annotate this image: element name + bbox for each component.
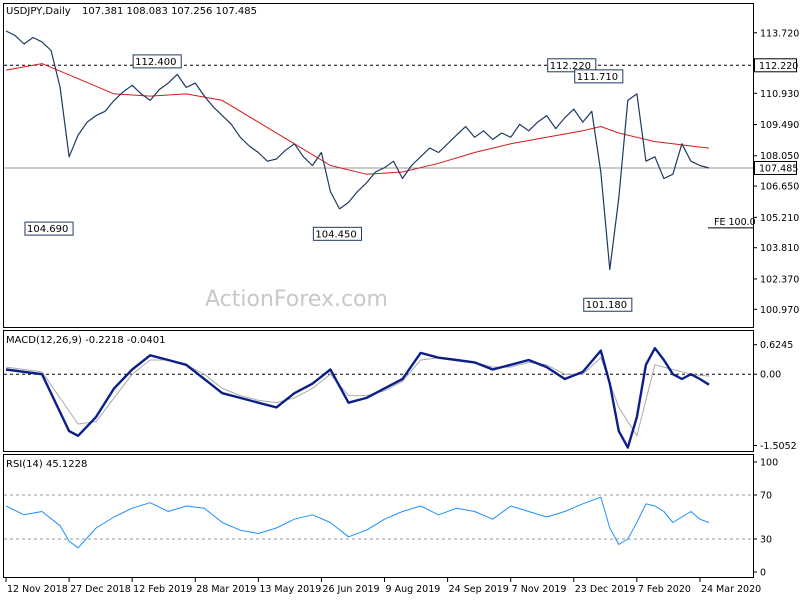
macd-header: MACD(12,26,9) -0.2218 -0.0401 <box>6 335 166 346</box>
ohlc-header: 107.381 108.083 107.256 107.485 <box>82 6 257 17</box>
x-tick-label: 28 Mar 2019 <box>196 584 256 595</box>
rsi-tick-label: 0 <box>760 568 766 579</box>
rsi-plot: 100 70 30 0 <box>4 458 778 579</box>
annotation-label: 112.400 <box>135 57 176 68</box>
rsi-tick-label: 100 <box>760 458 778 469</box>
rsi-tick-label: 70 <box>760 491 772 502</box>
macd-tick-label: 0.00 <box>760 370 781 381</box>
x-tick-label: 27 Dec 2018 <box>70 584 131 595</box>
price-tick-label: 109.490 <box>760 120 799 131</box>
price-tick-label: 103.810 <box>760 243 799 254</box>
annotation-box <box>574 69 624 84</box>
rsi-header: RSI(14) 45.1228 <box>6 459 87 470</box>
x-tick-label: 12 Nov 2018 <box>7 584 68 595</box>
annotation-box <box>132 54 182 69</box>
rsi-panel-frame <box>3 454 754 578</box>
price-plot: 113.720 110.930 109.490 108.050 106.650 105.2… <box>4 28 799 316</box>
fe-label: FE 100.0 <box>714 217 756 228</box>
annotation-box <box>547 58 597 73</box>
macd-plot: 0.6245 0.00 -1.5052 <box>4 340 797 452</box>
rsi-line <box>5 496 710 549</box>
annotation-label: 104.690 <box>27 224 68 235</box>
price-tick-label: 106.650 <box>760 182 799 193</box>
rsi-tick-label: 30 <box>760 535 772 546</box>
x-tick-label: 13 May 2019 <box>259 584 321 595</box>
x-tick-label: 7 Feb 2020 <box>638 584 691 595</box>
price-tick-label: 113.720 <box>760 28 799 39</box>
price-box-label: 112.220 <box>759 61 798 72</box>
annotation-label: 101.180 <box>586 300 627 311</box>
x-tick-label: 7 Nov 2019 <box>512 584 567 595</box>
x-axis: 12 Nov 2018 27 Dec 2018 12 Feb 2019 28 Mar … <box>5 578 761 595</box>
symbol-header: USDJPY,Daily <box>6 6 71 17</box>
price-tick-label: 100.970 <box>760 305 799 316</box>
macd-tick-label: 0.6245 <box>760 340 793 351</box>
price-close-line <box>5 30 710 271</box>
price-tick-label: 105.210 <box>760 213 799 224</box>
x-tick-label: 23 Dec 2019 <box>575 584 636 595</box>
annotation-box <box>583 297 633 312</box>
annotation-box <box>312 226 362 241</box>
x-tick-label: 24 Mar 2020 <box>701 584 761 595</box>
price-panel-frame <box>3 3 754 328</box>
x-tick-label: 9 Aug 2019 <box>386 584 441 595</box>
annotation-label: 112.220 <box>550 61 591 72</box>
price-tick-label: 102.370 <box>760 274 799 285</box>
x-tick-label: 24 Sep 2019 <box>449 584 509 595</box>
x-tick-label: 12 Feb 2019 <box>133 584 192 595</box>
macd-tick-label: -1.5052 <box>760 441 797 452</box>
price-label-box <box>754 160 797 175</box>
price-tick-label: 110.930 <box>760 89 799 100</box>
watermark: ActionForex.com <box>205 287 388 312</box>
macd-line <box>5 347 710 449</box>
price-box-label: 107.485 <box>759 163 798 174</box>
annotation-box <box>24 221 74 236</box>
price-label-box <box>754 58 797 73</box>
annotation-label: 111.710 <box>577 72 618 83</box>
annotation-label: 104.450 <box>315 229 356 240</box>
x-tick-label: 26 Jun 2019 <box>322 584 379 595</box>
price-tick-label: 108.050 <box>760 151 799 162</box>
